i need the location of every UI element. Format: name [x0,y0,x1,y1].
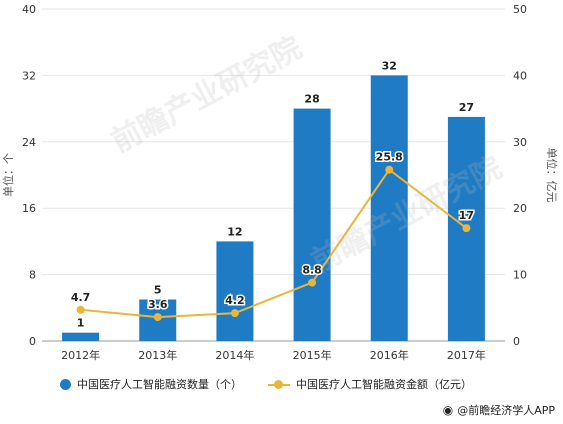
y-left-tick-label: 32 [22,69,36,82]
x-tick-label: 2015年 [293,348,332,362]
y-right-tick-label: 30 [513,136,527,149]
y-left-axis-title: 单位：个 [1,153,15,197]
line-data-label: 4.7 [71,291,91,304]
legend-bar-label: 中国医疗人工智能融资数量（个） [77,378,242,391]
legend-line-label: 中国医疗人工智能融资金额（亿元） [296,378,472,391]
legend-bar-marker [60,378,71,390]
wechat-icon: ◉ [442,403,454,417]
bar-data-label: 32 [382,59,397,72]
combo-chart: 0 8 16 24 32 40 0 10 20 30 40 50 单位：个 单位：亿元 2012年 2013年… [1,3,559,362]
y-left-tick-label: 40 [22,3,36,16]
line-point [153,313,162,322]
line-data-label: 3.6 [148,298,168,311]
line-point [385,165,394,174]
x-tick-label: 2012年 [61,348,100,362]
y-right-tick-label: 0 [513,335,520,348]
line-data-label: 8.8 [302,264,322,277]
bar [62,332,100,341]
y-left-tick-label: 24 [22,136,36,149]
source-credit: ◉ @前瞻经济学人APP [443,402,555,418]
bar [370,75,408,342]
bar-data-label: 1 [77,317,85,330]
bar-data-label: 12 [227,225,242,238]
y-right-tick-label: 50 [513,3,527,16]
line-point [462,224,471,233]
bar [216,241,254,341]
series-line [80,168,468,319]
line-data-label: 4.2 [225,294,245,307]
line-data-label: 25.8 [376,151,403,164]
bar-data-label: 27 [459,101,474,114]
x-tick-label: 2013年 [138,348,177,362]
y-left-tick-label: 16 [22,202,36,215]
line-point [230,309,239,318]
line-data-label: 17 [459,209,474,222]
x-tick-label: 2014年 [215,348,254,362]
bar-data-label: 28 [304,93,319,106]
source-text: @前瞻经济学人APP [457,404,555,417]
legend-item-line: 中国医疗人工智能融资金额（亿元） [268,376,472,392]
bar [293,108,331,341]
line-point [76,305,85,314]
y-left-tick-label: 8 [29,269,36,282]
legend-line-marker [268,379,290,390]
y-right-tick-label: 20 [513,202,527,215]
line-point [308,278,317,287]
y-right-tick-label: 10 [513,269,527,282]
bar-data-label: 5 [154,284,162,297]
y-right-tick-label: 40 [513,69,527,82]
y-left-tick-label: 0 [29,335,36,348]
x-tick-label: 2017年 [447,348,486,362]
x-tick-label: 2016年 [370,348,409,362]
y-right-axis-title: 单位：亿元 [545,148,559,203]
legend: 中国医疗人工智能融资数量（个） 中国医疗人工智能融资金额（亿元） [60,376,472,392]
legend-item-bar: 中国医疗人工智能融资数量（个） [60,376,242,392]
